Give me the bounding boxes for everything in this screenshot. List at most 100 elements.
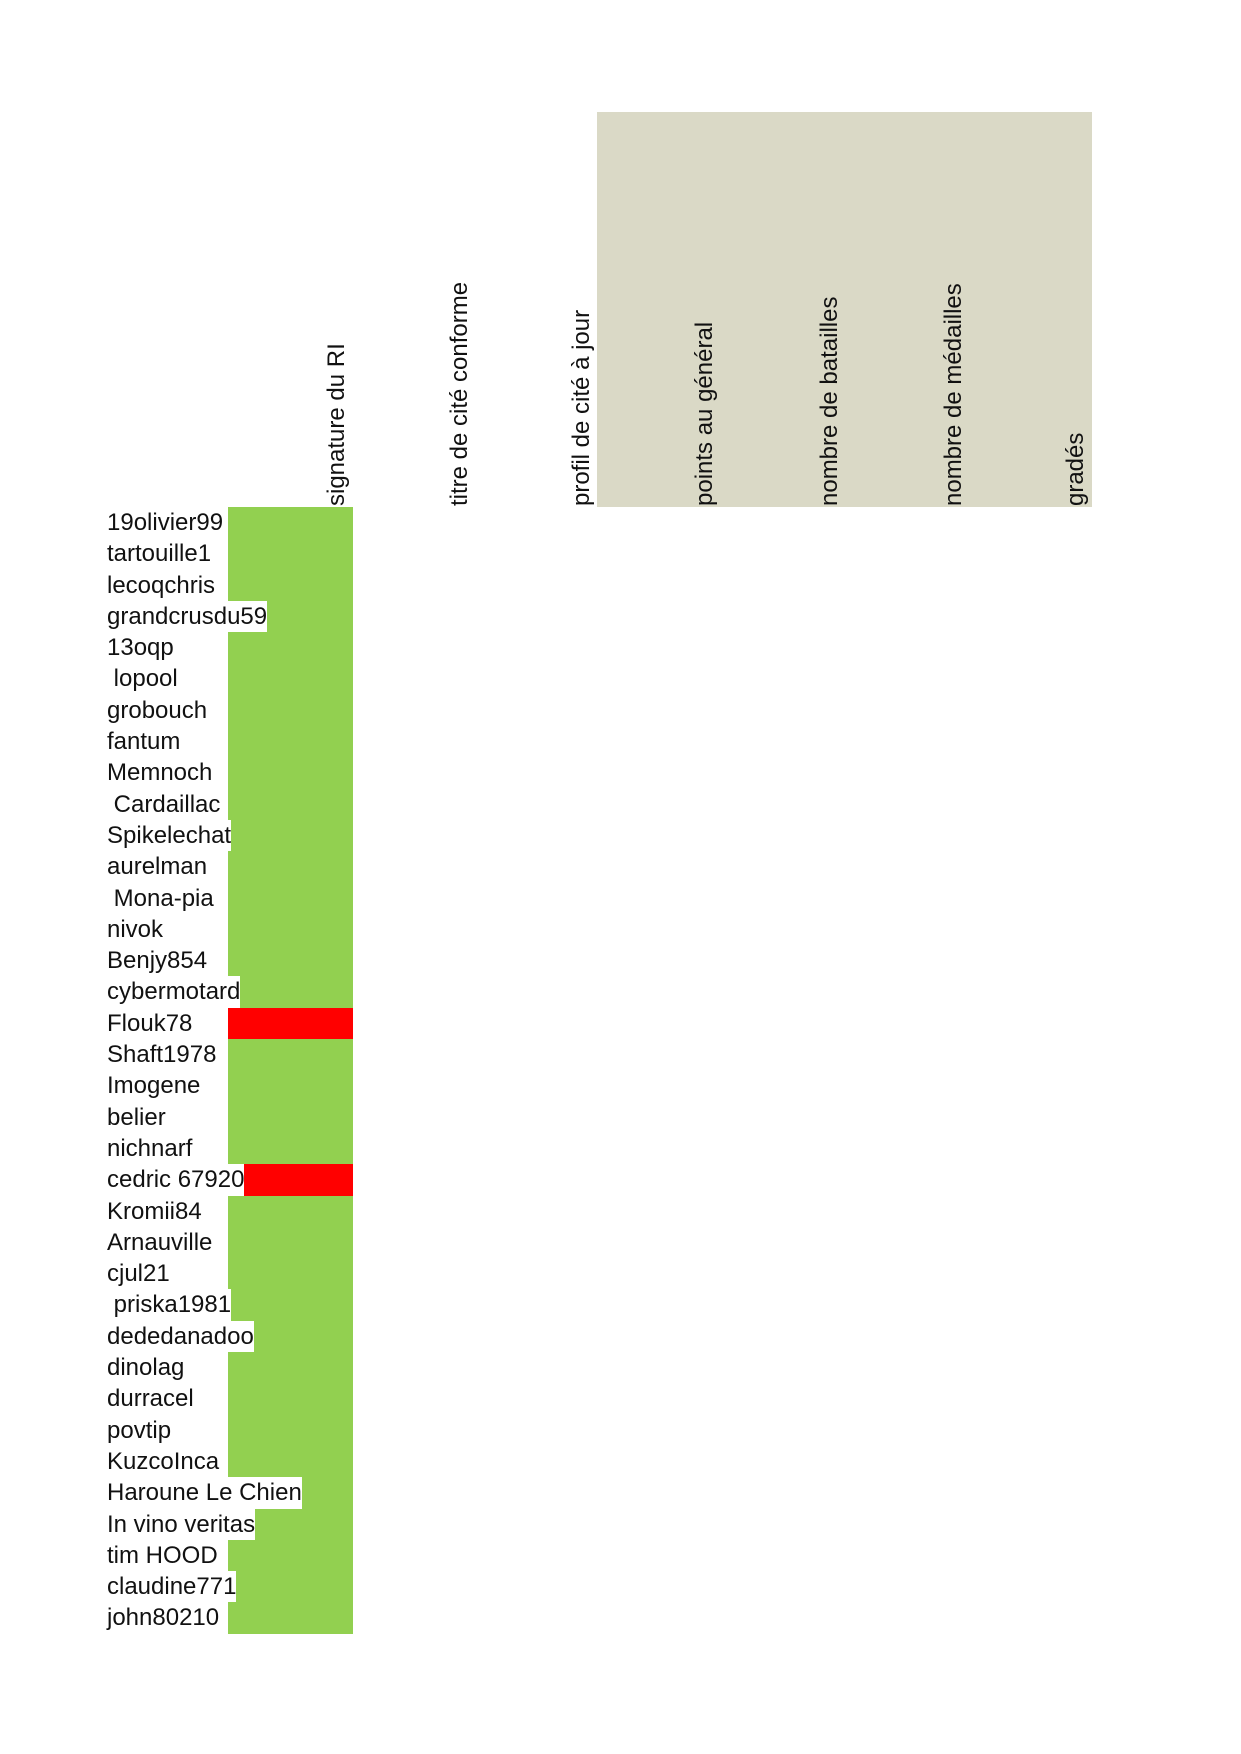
- column-header-medailles: nombre de médailles: [940, 283, 967, 506]
- signature-cell: [228, 694, 353, 727]
- member-row: grobouch: [0, 694, 1241, 727]
- column-header-titre: titre de cité conforme: [446, 281, 473, 506]
- column-header-grades: gradés: [1062, 432, 1089, 506]
- member-row: Mona-pia: [0, 882, 1241, 914]
- member-name: 13oqp: [0, 632, 174, 664]
- member-row: grandcrusdu59: [0, 600, 1241, 633]
- signature-cell: [228, 663, 353, 695]
- member-name: Spikelechat: [0, 819, 232, 852]
- member-name: povtip: [0, 1414, 172, 1446]
- member-row: Haroune Le Chien: [0, 1477, 1241, 1509]
- member-row: durracel: [0, 1383, 1241, 1415]
- member-name: john80210: [0, 1602, 220, 1634]
- member-name: KuzcoInca: [0, 1445, 220, 1478]
- member-name: Arnauville: [0, 1226, 213, 1259]
- member-row: aurelman: [0, 851, 1241, 883]
- member-name: tartouille1: [0, 538, 212, 570]
- member-row: dededanadoo: [0, 1320, 1241, 1353]
- member-row: john80210: [0, 1602, 1241, 1634]
- member-name: 19olivier99: [0, 507, 224, 539]
- member-roster: 19olivier99 tartouille1 lecoqchris grand…: [0, 507, 1241, 1634]
- member-row: lopool: [0, 663, 1241, 695]
- member-name: aurelman: [0, 851, 208, 883]
- member-row: Spikelechat: [0, 819, 1241, 852]
- signature-cell: [228, 632, 353, 664]
- member-name: Memnoch: [0, 757, 213, 789]
- member-name: cedric 67920: [0, 1164, 245, 1196]
- member-row: Flouk78: [0, 1007, 1241, 1040]
- member-row: cedric 67920: [0, 1164, 1241, 1196]
- signature-cell: [228, 507, 353, 539]
- member-name: fantum: [0, 726, 181, 758]
- signature-cell: [228, 819, 353, 852]
- member-row: nivok: [0, 913, 1241, 946]
- signature-cell: [228, 538, 353, 570]
- signature-cell: [228, 1602, 353, 1634]
- member-name: priska1981: [0, 1289, 232, 1321]
- signature-cell: [228, 1164, 353, 1196]
- member-name: durracel: [0, 1383, 194, 1415]
- member-row: priska1981: [0, 1289, 1241, 1321]
- member-name: Flouk78: [0, 1007, 193, 1040]
- member-name: claudine771: [0, 1571, 237, 1603]
- member-name: Kromii84: [0, 1195, 202, 1227]
- signature-cell: [228, 757, 353, 789]
- signature-cell: [228, 1445, 353, 1478]
- member-row: Shaft1978: [0, 1039, 1241, 1071]
- member-name: Benjy854: [0, 945, 208, 977]
- member-name: lopool: [0, 663, 178, 695]
- member-name: Imogene: [0, 1070, 201, 1102]
- signature-cell: [228, 1007, 353, 1040]
- signature-cell: [228, 1195, 353, 1227]
- member-name: Haroune Le Chien: [0, 1477, 302, 1509]
- signature-cell: [228, 882, 353, 914]
- member-row: fantum: [0, 726, 1241, 758]
- signature-cell: [228, 1539, 353, 1572]
- signature-cell: [228, 1101, 353, 1133]
- column-header-signature: signature du RI: [323, 343, 350, 506]
- member-row: povtip: [0, 1414, 1241, 1446]
- member-row: cybermotard: [0, 976, 1241, 1008]
- member-name: Shaft1978: [0, 1039, 217, 1071]
- column-header-batailles: nombre de batailles: [816, 296, 843, 506]
- signature-cell: [228, 569, 353, 601]
- signature-cell: [228, 1352, 353, 1384]
- signature-cell: [228, 1132, 353, 1165]
- signature-cell: [228, 1258, 353, 1290]
- signature-cell: [228, 788, 353, 820]
- member-row: tartouille1: [0, 538, 1241, 570]
- signature-cell: [228, 1289, 353, 1321]
- signature-cell: [228, 945, 353, 977]
- member-name: nichnarf: [0, 1132, 193, 1165]
- member-name: cjul21: [0, 1258, 170, 1290]
- signature-cell: [228, 1039, 353, 1071]
- member-name: Cardaillac: [0, 788, 221, 820]
- member-name: nivok: [0, 913, 164, 946]
- signature-cell: [228, 913, 353, 946]
- member-row: cjul21: [0, 1258, 1241, 1290]
- member-row: Arnauville: [0, 1226, 1241, 1259]
- member-row: Benjy854: [0, 945, 1241, 977]
- member-row: lecoqchris: [0, 569, 1241, 601]
- signature-cell: [228, 1226, 353, 1259]
- signature-cell: [228, 976, 353, 1008]
- member-row: 13oqp: [0, 632, 1241, 664]
- member-name: In vino veritas: [0, 1508, 256, 1540]
- member-row: Imogene: [0, 1070, 1241, 1102]
- member-name: dededanadoo: [0, 1320, 254, 1353]
- signature-cell: [228, 726, 353, 758]
- member-row: KuzcoInca: [0, 1445, 1241, 1478]
- member-row: Memnoch: [0, 757, 1241, 789]
- member-row: belier: [0, 1101, 1241, 1133]
- signature-cell: [228, 1383, 353, 1415]
- signature-cell: [228, 1070, 353, 1102]
- member-name: belier: [0, 1101, 166, 1133]
- column-header-points: points au général: [691, 321, 718, 506]
- member-name: grobouch: [0, 694, 208, 727]
- member-name: dinolag: [0, 1352, 185, 1384]
- member-name: grandcrusdu59: [0, 600, 268, 633]
- member-row: Cardaillac: [0, 788, 1241, 820]
- member-row: 19olivier99: [0, 507, 1241, 539]
- member-row: Kromii84: [0, 1195, 1241, 1227]
